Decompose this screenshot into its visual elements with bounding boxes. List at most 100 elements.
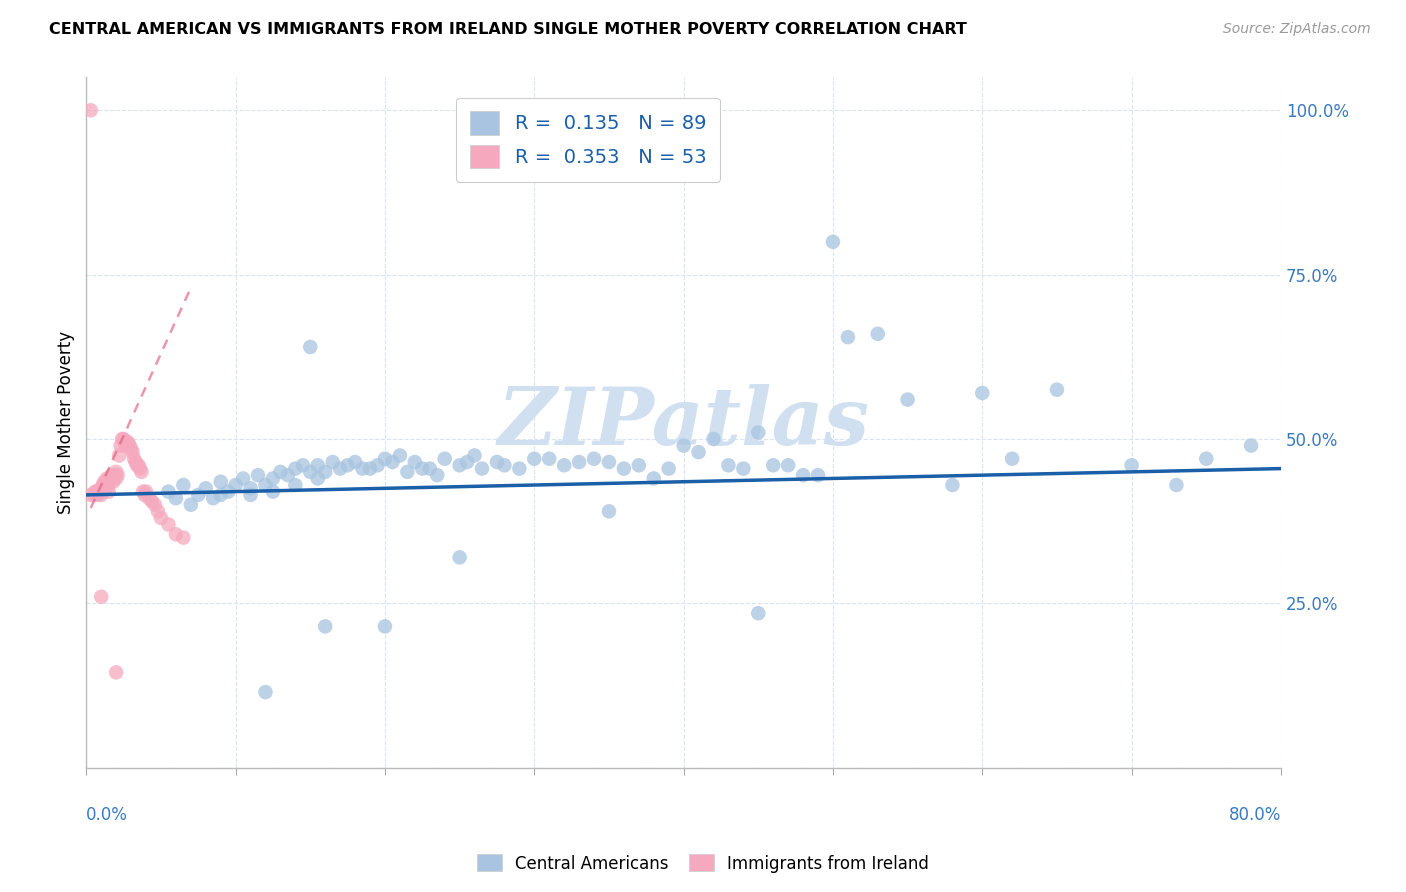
- Point: [1001, 451, 1024, 466]
- Point: [83, 488, 105, 502]
- Point: [284, 461, 307, 475]
- Point: [93, 475, 115, 489]
- Text: CENTRAL AMERICAN VS IMMIGRANTS FROM IRELAND SINGLE MOTHER POVERTY CORRELATION CH: CENTRAL AMERICAN VS IMMIGRANTS FROM IREL…: [49, 22, 967, 37]
- Point: [747, 425, 769, 440]
- Point: [433, 451, 456, 466]
- Point: [172, 478, 194, 492]
- Point: [105, 471, 128, 485]
- Point: [291, 458, 314, 473]
- Point: [90, 488, 112, 502]
- Point: [941, 478, 963, 492]
- Point: [627, 458, 650, 473]
- Point: [688, 445, 710, 459]
- Point: [284, 478, 307, 492]
- Point: [84, 484, 107, 499]
- Point: [112, 432, 135, 446]
- Point: [232, 471, 254, 485]
- Point: [792, 468, 814, 483]
- Legend: R =  0.135   N = 89, R =  0.353   N = 53: R = 0.135 N = 89, R = 0.353 N = 53: [457, 97, 720, 182]
- Point: [129, 461, 152, 475]
- Point: [396, 465, 419, 479]
- Point: [404, 455, 426, 469]
- Point: [1046, 383, 1069, 397]
- Point: [111, 432, 134, 446]
- Point: [582, 451, 605, 466]
- Point: [209, 488, 232, 502]
- Point: [359, 461, 381, 475]
- Point: [568, 455, 591, 469]
- Point: [217, 484, 239, 499]
- Point: [89, 484, 111, 499]
- Point: [254, 685, 277, 699]
- Point: [374, 451, 396, 466]
- Point: [80, 103, 103, 118]
- Point: [299, 340, 322, 354]
- Point: [1166, 478, 1188, 492]
- Point: [464, 449, 486, 463]
- Point: [538, 451, 561, 466]
- Point: [90, 590, 112, 604]
- Point: [449, 550, 471, 565]
- Point: [1121, 458, 1143, 473]
- Point: [120, 442, 142, 456]
- Point: [105, 665, 128, 680]
- Point: [254, 478, 277, 492]
- Point: [307, 471, 329, 485]
- Point: [426, 468, 449, 483]
- Point: [157, 484, 180, 499]
- Point: [322, 455, 344, 469]
- Point: [485, 455, 508, 469]
- Point: [672, 439, 695, 453]
- Point: [90, 481, 112, 495]
- Point: [138, 491, 160, 505]
- Point: [131, 465, 153, 479]
- Point: [388, 449, 411, 463]
- Point: [149, 511, 172, 525]
- Point: [101, 475, 124, 489]
- Point: [80, 488, 103, 502]
- Point: [807, 468, 830, 483]
- Point: [598, 455, 620, 469]
- Point: [1240, 439, 1263, 453]
- Point: [411, 461, 433, 475]
- Point: [180, 498, 202, 512]
- Point: [366, 458, 388, 473]
- Point: [115, 435, 138, 450]
- Point: [101, 468, 124, 483]
- Point: [307, 458, 329, 473]
- Point: [239, 488, 262, 502]
- Y-axis label: Single Mother Poverty: Single Mother Poverty: [58, 331, 75, 514]
- Point: [209, 475, 232, 489]
- Point: [762, 458, 785, 473]
- Point: [643, 471, 665, 485]
- Point: [471, 461, 494, 475]
- Point: [866, 326, 889, 341]
- Point: [143, 498, 166, 512]
- Point: [449, 458, 471, 473]
- Point: [239, 481, 262, 495]
- Point: [141, 494, 163, 508]
- Point: [94, 478, 117, 492]
- Point: [419, 461, 441, 475]
- Point: [336, 458, 359, 473]
- Legend: Central Americans, Immigrants from Ireland: Central Americans, Immigrants from Irela…: [471, 847, 935, 880]
- Point: [778, 458, 800, 473]
- Point: [658, 461, 681, 475]
- Point: [269, 465, 291, 479]
- Point: [329, 461, 352, 475]
- Point: [262, 471, 284, 485]
- Point: [897, 392, 920, 407]
- Point: [134, 488, 156, 502]
- Point: [821, 235, 844, 249]
- Point: [172, 531, 194, 545]
- Point: [598, 504, 620, 518]
- Point: [523, 451, 546, 466]
- Point: [91, 478, 114, 492]
- Point: [87, 488, 110, 502]
- Point: [121, 445, 143, 459]
- Point: [456, 455, 478, 469]
- Point: [104, 468, 127, 483]
- Point: [110, 439, 132, 453]
- Point: [494, 458, 516, 473]
- Point: [105, 465, 128, 479]
